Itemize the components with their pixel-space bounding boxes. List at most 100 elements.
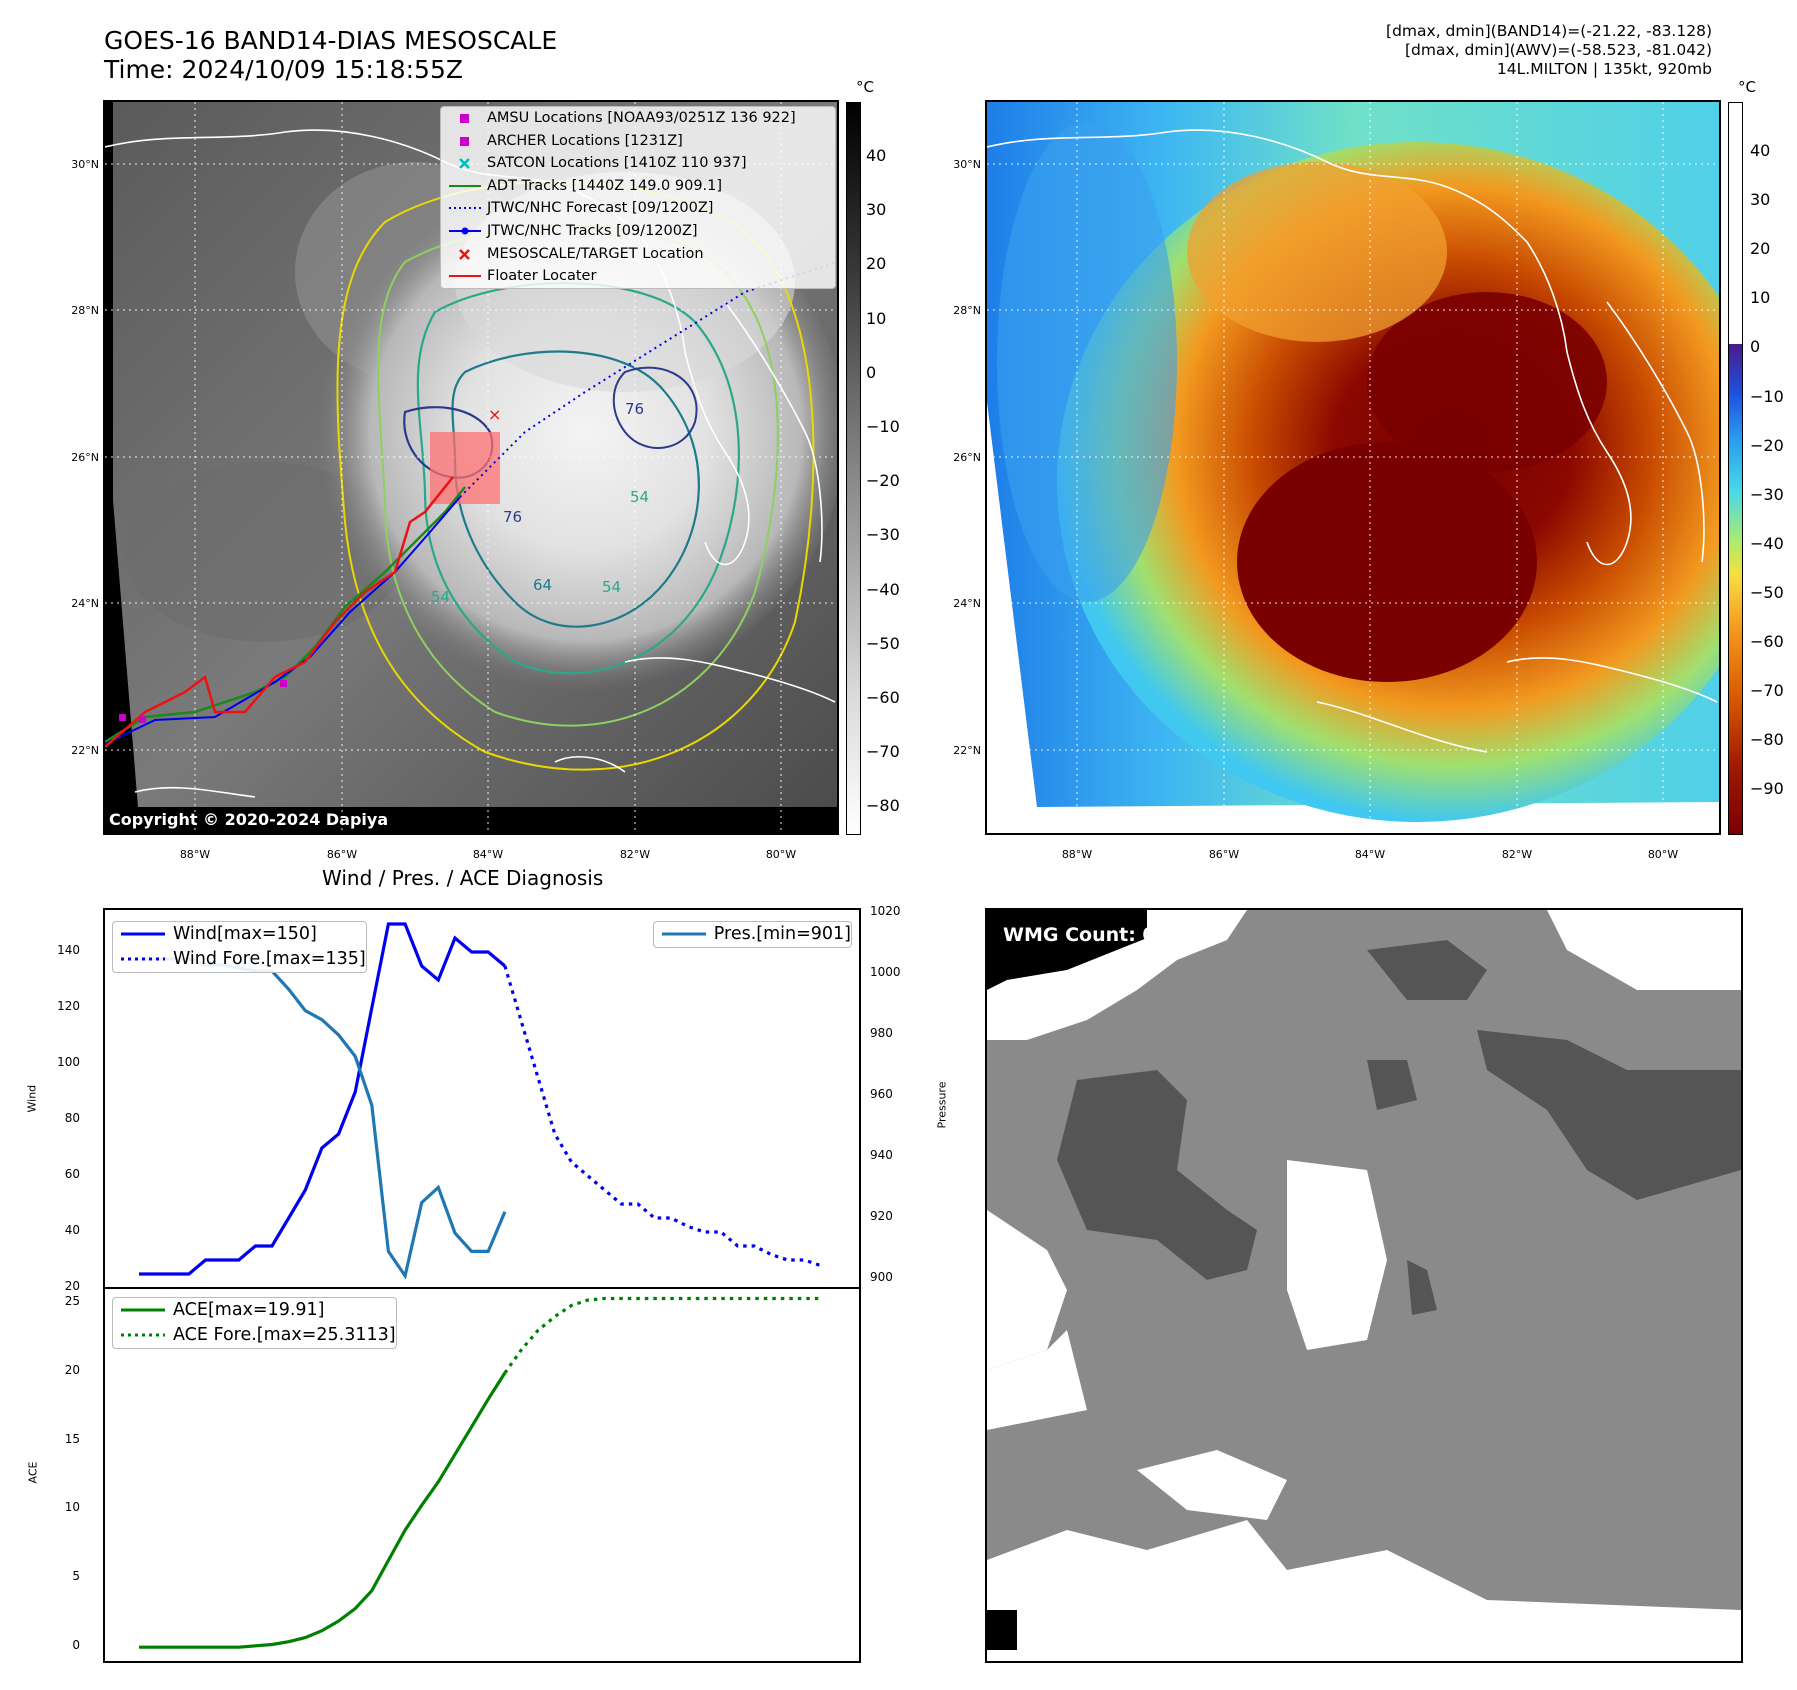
series-line: [139, 922, 506, 1276]
legend-label: MESOSCALE/TARGET Location: [487, 245, 704, 262]
ace-axis-label: ACE: [26, 1461, 40, 1484]
wind-legend: Wind[max=150] Wind Fore.[max=135]: [112, 921, 367, 973]
legend-entry: MESOSCALE/TARGET Location: [441, 243, 835, 266]
colorbar-tick-label: −30: [1750, 484, 1784, 504]
contour-label: 54: [431, 588, 450, 606]
colorbar-unit: °C: [856, 78, 874, 96]
dotted-line-icon: [121, 1333, 165, 1337]
ir-map-panel: 76 76 64 54 54 54: [103, 100, 839, 835]
awv-colorbar: [1728, 102, 1743, 835]
legend-label: AMSU Locations [NOAA93/0251Z 136 922]: [487, 110, 796, 126]
y-tick-label: 140: [57, 943, 80, 957]
legend-label: ARCHER Locations [1231Z]: [487, 132, 683, 149]
line-icon: [449, 184, 481, 187]
y2-tick-label: 940: [870, 1147, 893, 1162]
lat-label: 26°N: [953, 451, 981, 464]
pressure-legend: Pres.[min=901]: [652, 921, 852, 948]
series-line: [503, 1296, 821, 1374]
y-tick-label: 20: [64, 1362, 80, 1377]
lat-label: 26°N: [71, 451, 99, 464]
y-axis-label: Wind: [25, 1084, 39, 1113]
colorbar-tick-label: −80: [1750, 730, 1784, 750]
square-marker-icon: [460, 136, 469, 146]
y2-axis-label: Pressure: [935, 1081, 949, 1129]
legend-label: Wind[max=150]: [173, 924, 317, 944]
ir-colorbar: [846, 102, 861, 835]
colorbar-tick-label: −20: [1750, 435, 1784, 455]
line-icon: [121, 1308, 165, 1312]
wmg-panel: WMG Count: 0: [985, 908, 1743, 1663]
stats-line-1: [dmax, dmin](BAND14)=(-21.22, -83.128): [1386, 22, 1712, 40]
y2-tick-label: 960: [870, 1086, 893, 1101]
diagnosis-title: Wind / Pres. / ACE Diagnosis: [322, 866, 604, 890]
y-tick-label: 40: [64, 1223, 80, 1237]
lon-label: 82°W: [619, 848, 651, 861]
title-line-1: GOES-16 BAND14-DIAS MESOSCALE: [104, 26, 558, 55]
legend-label: ADT Tracks [1440Z 149.0 909.1]: [487, 177, 723, 194]
legend-entry: SATCON Locations [1410Z 110 937]: [441, 152, 835, 175]
lat-label: 28°N: [953, 304, 981, 317]
legend-entry: Floater Locater: [441, 265, 835, 288]
series-line: [503, 965, 822, 1268]
colorbar-tick-label: −10: [1750, 386, 1784, 406]
contour-label: 64: [533, 576, 552, 594]
line-icon: [121, 932, 165, 936]
lon-label: 86°W: [1208, 848, 1240, 861]
lon-label: 80°W: [765, 848, 797, 861]
lat-label: 30°N: [953, 158, 981, 171]
lat-label: 24°N: [71, 597, 99, 610]
lon-label: 88°W: [1061, 848, 1093, 861]
y2-tick-label: 920: [870, 1208, 893, 1223]
legend-entry: Pres.[min=901]: [654, 922, 851, 947]
y-tick-label: 20: [64, 1279, 80, 1293]
legend-label: Pres.[min=901]: [713, 924, 851, 944]
legend-label: Wind Fore.[max=135]: [173, 949, 366, 969]
y-tick-label: 5: [72, 1569, 80, 1584]
copyright-text: Copyright © 2020-2024 Dapiya: [109, 810, 389, 829]
figure-title: GOES-16 BAND14-DIAS MESOSCALE Time: 2024…: [104, 26, 557, 84]
colorbar-tick-label: −30: [866, 525, 900, 545]
contour-label: 54: [602, 578, 621, 596]
stats-line-2: [dmax, dmin](AWV)=(-58.523, -81.042): [1405, 41, 1712, 59]
legend-entry: JTWC/NHC Tracks [09/1200Z]: [441, 220, 835, 243]
wind-pres-plot: Wind[max=150] Wind Fore.[max=135] Pres.[…: [103, 908, 861, 1290]
ace-svg: [139, 1296, 821, 1649]
colorbar-tick-label: −60: [1750, 632, 1784, 651]
colorbar-tick-label: 30: [1750, 190, 1771, 210]
lon-label: 82°W: [1501, 848, 1533, 861]
y-tick-label: 100: [57, 1055, 80, 1069]
legend-label: SATCON Locations [1410Z 110 937]: [487, 155, 747, 172]
y-tick-label: 80: [64, 1111, 80, 1125]
x-marker-icon: [459, 248, 470, 260]
colorbar-tick-label: −60: [866, 688, 900, 707]
lat-label: 24°N: [953, 597, 981, 610]
stats-line-3: 14L.MILTON | 135kt, 920mb: [1496, 60, 1712, 78]
colorbar-unit: °C: [1738, 78, 1756, 96]
legend-entry: Wind Fore.[max=135]: [113, 947, 366, 972]
series-line: [139, 957, 507, 1280]
y-tick-label: 10: [64, 1500, 80, 1515]
colorbar-tick-label: −40: [1750, 533, 1784, 553]
colorbar-tick-label: −20: [866, 471, 900, 491]
colorbar-tick-label: −70: [1750, 681, 1784, 701]
lat-label: 22°N: [953, 744, 981, 757]
map-legend: AMSU Locations [NOAA93/0251Z 136 922] AR…: [440, 106, 836, 289]
colorbar-tick-label: 0: [866, 362, 877, 382]
legend-entry: ACE[max=19.91]: [113, 1298, 396, 1323]
dotted-line-icon: [449, 207, 481, 210]
awv-map-image: [987, 102, 1719, 833]
lat-label: 28°N: [71, 304, 99, 317]
colorbar-tick-label: 40: [866, 146, 887, 165]
legend-label: Floater Locater: [487, 268, 597, 285]
colorbar-tick-label: −50: [866, 633, 900, 653]
legend-entry: Wind[max=150]: [113, 922, 366, 947]
legend-entry: AMSU Locations [NOAA93/0251Z 136 922]: [441, 107, 835, 130]
wmg-count-label: WMG Count: 0: [1003, 924, 1156, 946]
y-tick-label: 15: [64, 1431, 80, 1446]
colorbar-tick-label: −80: [866, 796, 900, 816]
colorbar-tick-label: 10: [1750, 288, 1771, 308]
colorbar-tick-label: 0: [1750, 337, 1761, 357]
y-tick-label: 60: [64, 1167, 80, 1181]
y2-tick-label: 1000: [870, 965, 901, 980]
colorbar-tick-label: 40: [1750, 141, 1771, 160]
